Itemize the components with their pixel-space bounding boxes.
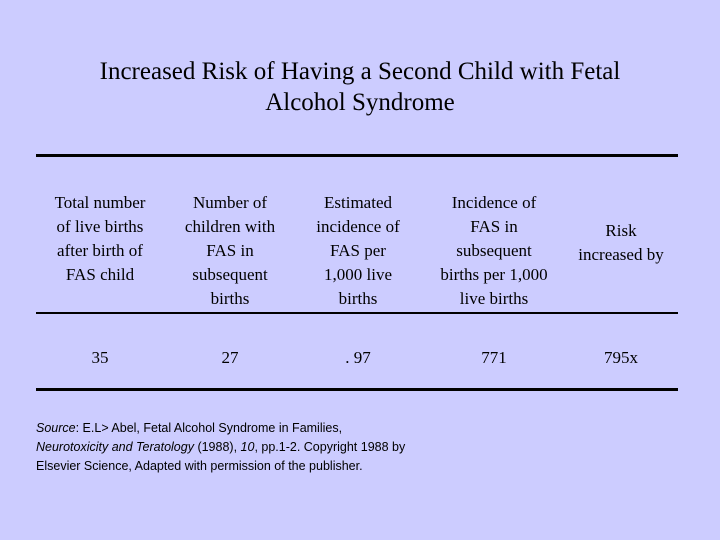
value-children-with-fas: 27 xyxy=(221,348,239,367)
source-citation: Source: E.L> Abel, Fetal Alcohol Syndrom… xyxy=(36,419,506,476)
header-children-with-fas: Number of children with FAS in subsequen… xyxy=(184,193,276,308)
top-rule xyxy=(36,154,678,157)
source-line-1: Source: E.L> Abel, Fetal Alcohol Syndrom… xyxy=(36,419,506,438)
header-rule xyxy=(36,312,678,314)
source-journal: Neurotoxicity and Teratology xyxy=(36,440,194,454)
header-estimated-incidence: Estimated incidence of FAS per 1,000 liv… xyxy=(316,193,400,308)
header-total-live-births: Total number of live births after birth … xyxy=(54,193,146,284)
value-total-live-births: 35 xyxy=(91,348,109,367)
slide-title: Increased Risk of Having a Second Child … xyxy=(0,56,720,118)
source-label: Source xyxy=(36,421,76,435)
header-incidence-subsequent: Incidence of FAS in subsequent births pe… xyxy=(440,193,548,308)
bottom-rule xyxy=(36,388,678,391)
source-line-2: Neurotoxicity and Teratology (1988), 10,… xyxy=(36,438,506,457)
value-risk-increased: 795x xyxy=(604,348,638,367)
header-risk-increased: Risk increased by xyxy=(578,221,664,264)
source-author: : E.L> Abel, Fetal Alcohol Syndrome in F… xyxy=(75,421,343,435)
source-volume: 10 xyxy=(240,440,255,454)
value-estimated-incidence: . 97 xyxy=(345,348,371,367)
value-incidence-subsequent: 771 xyxy=(481,348,507,367)
source-pages: , pp.1-2. Copyright 1988 by xyxy=(254,440,406,454)
source-year: (1988), xyxy=(193,440,241,454)
slide-title-line-1: Increased Risk of Having a Second Child … xyxy=(99,58,621,85)
source-line-3: Elsevier Science, Adapted with permissio… xyxy=(36,459,363,473)
slide-title-line-2: Alcohol Syndrome xyxy=(265,89,455,116)
